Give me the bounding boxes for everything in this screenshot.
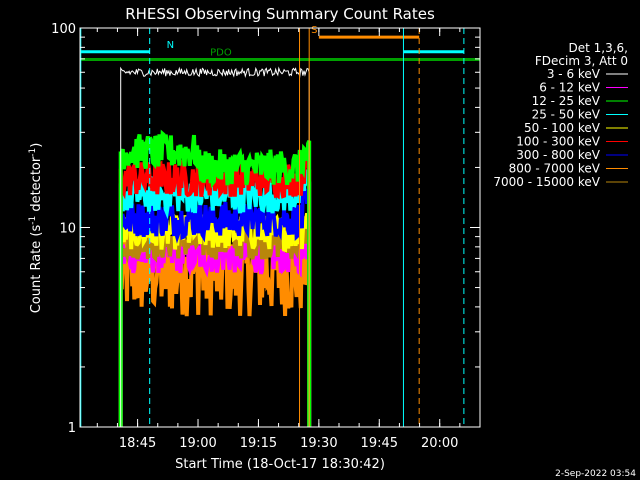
y-axis-label: Count Rate (s-1 detector-1)	[28, 143, 44, 314]
y-axis-label-sup2: -1	[28, 148, 38, 157]
y-axis-label-part2: detector	[29, 156, 44, 216]
flag-label-s: S	[311, 25, 317, 36]
series-line-2	[118, 129, 312, 427]
axes-layer: 18:45 19:00 19:15 19:30 19:45 20:00 1 10 100	[51, 22, 481, 451]
legend-entry-5: 100 - 300 keV	[516, 135, 600, 149]
legend-header-0: Det 1,3,6,	[569, 41, 629, 55]
legend-entry-4: 50 - 100 keV	[524, 121, 601, 135]
series-layer	[118, 66, 312, 427]
chart-title: RHESSI Observing Summary Count Rates	[125, 5, 435, 23]
series-line-0	[120, 66, 310, 427]
legend-entry-8: 7000 - 15000 keV	[493, 175, 600, 189]
series-line-6	[118, 187, 312, 427]
x-tick-label-3: 19:30	[300, 436, 337, 451]
x-tick-label-2: 19:15	[240, 436, 277, 451]
x-tick-label-0: 18:45	[119, 436, 156, 451]
x-tick-label-5: 20:00	[421, 436, 458, 451]
legend-entry-3: 25 - 50 keV	[532, 108, 601, 122]
y-tick-label-1: 10	[59, 222, 76, 237]
series-line-8	[118, 218, 312, 427]
legend-entry-6: 300 - 800 keV	[516, 148, 600, 162]
y-axis-label-sup1: -1	[28, 216, 38, 225]
flags-layer: N S PDO	[80, 25, 480, 62]
flag-label-n: N	[167, 40, 174, 51]
legend-entry-7: 800 - 7000 keV	[509, 162, 601, 176]
y-tick-label-0: 1	[68, 421, 76, 436]
x-tick-label-1: 19:00	[179, 436, 216, 451]
legend-entry-1: 6 - 12 keV	[539, 81, 601, 95]
y-axis-label-part3: )	[29, 143, 44, 148]
footer-date: 2-Sep-2022 03:54	[555, 469, 636, 479]
legend-entry-0: 3 - 6 keV	[547, 67, 601, 81]
x-tick-label-4: 19:45	[361, 436, 398, 451]
legend-header-1: FDecim 3, Att 0	[535, 54, 628, 68]
y-tick-label-2: 100	[51, 22, 76, 37]
flag-label-pdo: PDO	[210, 48, 232, 59]
legend-entry-2: 12 - 25 keV	[532, 94, 601, 108]
y-axis-label-part1: Count Rate (s	[29, 225, 44, 314]
x-axis-label: Start Time (18-Oct-17 18:30:42)	[175, 457, 385, 472]
